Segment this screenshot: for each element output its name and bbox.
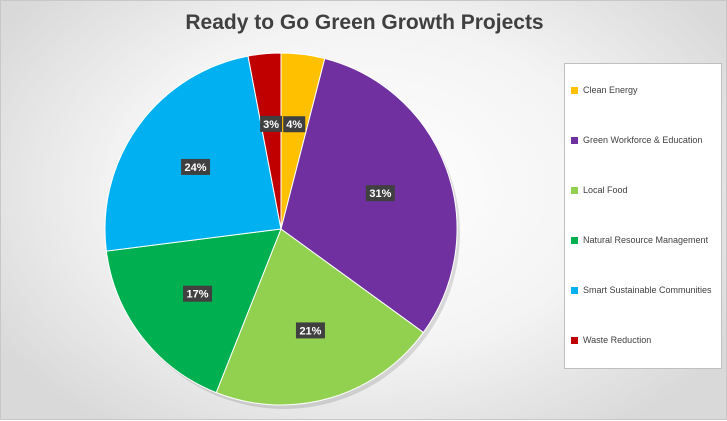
data-label-waste-reduction: 3%	[260, 115, 283, 132]
data-label-box	[283, 116, 306, 133]
legend-swatch	[571, 86, 578, 94]
legend: Clean Energy Green Workforce & Education L…	[564, 63, 722, 369]
data-label-text: 3%	[263, 119, 279, 131]
data-label-box	[295, 322, 325, 339]
legend-swatch	[571, 186, 578, 194]
legend-label: Green Workforce & Education	[583, 135, 703, 145]
legend-label: Clean Energy	[583, 85, 638, 95]
legend-swatch	[571, 236, 578, 244]
data-label-green-workforce-and-education: 31%	[365, 185, 395, 202]
data-label-text: 31%	[369, 188, 391, 200]
data-label-text: 24%	[185, 162, 207, 174]
data-label-natural-resource-management: 17%	[183, 285, 213, 302]
legend-item-waste-reduction: Waste Reduction	[571, 333, 651, 347]
data-label-local-food: 21%	[295, 322, 325, 339]
data-label-box	[183, 285, 213, 302]
pie-slice-natural-resource-management	[105, 228, 282, 394]
legend-label: Local Food	[583, 185, 628, 195]
pie-slice-waste-reduction	[247, 52, 282, 230]
legend-swatch	[571, 286, 578, 294]
pie-slice-local-food	[215, 228, 425, 406]
pie-slice-smart-sustainable-communities	[104, 55, 282, 252]
data-label-text: 21%	[299, 325, 321, 337]
legend-item-clean-energy: Clean Energy	[571, 83, 638, 97]
legend-label: Waste Reduction	[583, 335, 652, 345]
legend-item-smart-sustainable-communities: Smart Sustainable Communities	[571, 283, 712, 297]
chart-title: Ready to Go Green Growth Projects	[185, 11, 544, 34]
data-label-box	[181, 158, 211, 175]
data-label-box	[260, 115, 283, 132]
legend-item-local-food: Local Food	[571, 183, 628, 197]
data-label-box	[365, 185, 395, 202]
data-label-smart-sustainable-communities: 24%	[181, 158, 211, 175]
legend-item-natural-resource-management: Natural Resource Management	[571, 233, 708, 247]
data-label-text: 17%	[187, 289, 209, 301]
data-label-clean-energy: 4%	[283, 116, 306, 133]
legend-swatch	[571, 136, 578, 144]
legend-swatch	[571, 336, 578, 344]
legend-label: Smart Sustainable Communities	[583, 285, 712, 295]
data-label-text: 4%	[286, 119, 302, 131]
legend-item-green-workforce-and-education: Green Workforce & Education	[571, 133, 702, 147]
legend-label: Natural Resource Management	[583, 235, 709, 245]
